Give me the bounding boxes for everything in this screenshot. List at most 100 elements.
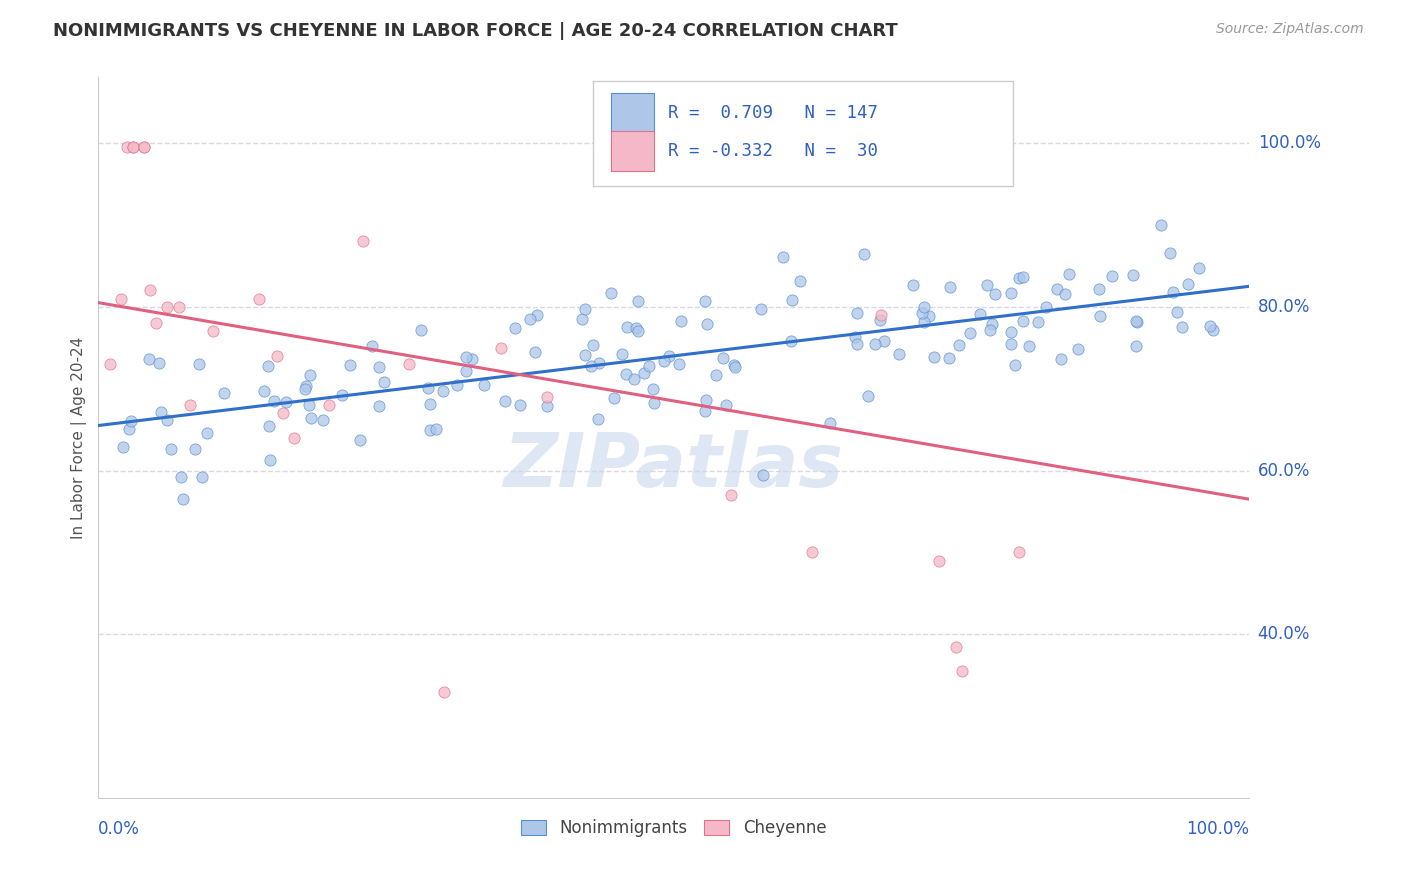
Point	[863, 336, 886, 351]
Point	[693, 293, 716, 308]
Point	[724, 359, 747, 374]
Text: 0.0%: 0.0%	[98, 820, 141, 838]
Point	[1161, 285, 1184, 300]
Legend: Nonimmigrants, Cheyenne: Nonimmigrants, Cheyenne	[515, 813, 834, 844]
Point	[138, 352, 160, 367]
Point	[339, 358, 361, 372]
Point	[976, 278, 998, 293]
Point	[1199, 319, 1222, 334]
Point	[98, 357, 121, 371]
Point	[1004, 358, 1026, 372]
Point	[981, 317, 1004, 331]
Point	[928, 554, 950, 568]
Point	[398, 357, 420, 371]
Point	[574, 301, 596, 316]
Point	[938, 351, 960, 365]
Point	[918, 309, 941, 323]
Point	[571, 312, 593, 326]
Point	[352, 234, 374, 248]
Text: NONIMMIGRANTS VS CHEYENNE IN LABOR FORCE | AGE 20-24 CORRELATION CHART: NONIMMIGRANTS VS CHEYENNE IN LABOR FORCE…	[53, 22, 898, 40]
Point	[150, 405, 173, 419]
Point	[603, 391, 626, 405]
Point	[1125, 314, 1147, 328]
Point	[574, 348, 596, 362]
Point	[536, 390, 558, 404]
Point	[582, 338, 605, 352]
Text: R = -0.332   N =  30: R = -0.332 N = 30	[668, 143, 879, 161]
Point	[752, 468, 775, 483]
Text: 60.0%: 60.0%	[1258, 461, 1310, 480]
Point	[259, 453, 281, 467]
Point	[184, 442, 207, 457]
Point	[295, 379, 318, 393]
Point	[789, 274, 811, 288]
Point	[170, 470, 193, 484]
Point	[202, 324, 225, 338]
Point	[299, 411, 322, 425]
Point	[446, 377, 468, 392]
Text: 100.0%: 100.0%	[1258, 134, 1320, 152]
Point	[1177, 277, 1199, 292]
Point	[367, 360, 389, 375]
Point	[616, 319, 638, 334]
Point	[1057, 267, 1080, 281]
Point	[844, 330, 866, 344]
Point	[425, 422, 447, 436]
Point	[579, 359, 602, 374]
Point	[1159, 246, 1181, 260]
Point	[489, 341, 512, 355]
Point	[869, 313, 891, 327]
Point	[627, 324, 650, 338]
Point	[903, 277, 925, 292]
Point	[172, 491, 194, 506]
Point	[120, 414, 142, 428]
Point	[979, 322, 1001, 336]
Point	[191, 469, 214, 483]
Point	[711, 351, 734, 365]
Point	[911, 306, 934, 320]
Point	[160, 442, 183, 457]
Point	[643, 396, 665, 410]
Point	[914, 315, 936, 329]
Point	[214, 386, 236, 401]
Point	[432, 384, 454, 399]
Point	[263, 394, 285, 409]
Point	[950, 664, 973, 678]
Point	[1171, 319, 1194, 334]
Point	[749, 302, 772, 317]
Point	[360, 339, 382, 353]
Point	[461, 352, 484, 367]
Point	[1054, 287, 1077, 301]
Point	[416, 381, 439, 395]
Point	[1067, 342, 1090, 356]
Point	[312, 413, 335, 427]
Point	[373, 375, 395, 389]
Point	[349, 433, 371, 447]
Point	[187, 357, 209, 371]
Point	[1018, 339, 1040, 353]
Point	[983, 286, 1005, 301]
Point	[167, 300, 190, 314]
Point	[1012, 313, 1035, 327]
Point	[509, 398, 531, 412]
Text: 100.0%: 100.0%	[1187, 820, 1250, 838]
Point	[1125, 339, 1147, 353]
Point	[139, 284, 162, 298]
Point	[536, 399, 558, 413]
Point	[1000, 286, 1022, 301]
Point	[419, 396, 441, 410]
Point	[887, 347, 910, 361]
Point	[249, 292, 271, 306]
Point	[294, 382, 316, 396]
Point	[1126, 316, 1149, 330]
Point	[1046, 282, 1069, 296]
Point	[523, 345, 546, 359]
Point	[704, 368, 727, 382]
Text: 40.0%: 40.0%	[1258, 625, 1310, 643]
Point	[695, 392, 717, 407]
Point	[505, 320, 527, 334]
Point	[1008, 545, 1031, 559]
Point	[367, 399, 389, 413]
Point	[156, 413, 179, 427]
Point	[637, 359, 659, 373]
